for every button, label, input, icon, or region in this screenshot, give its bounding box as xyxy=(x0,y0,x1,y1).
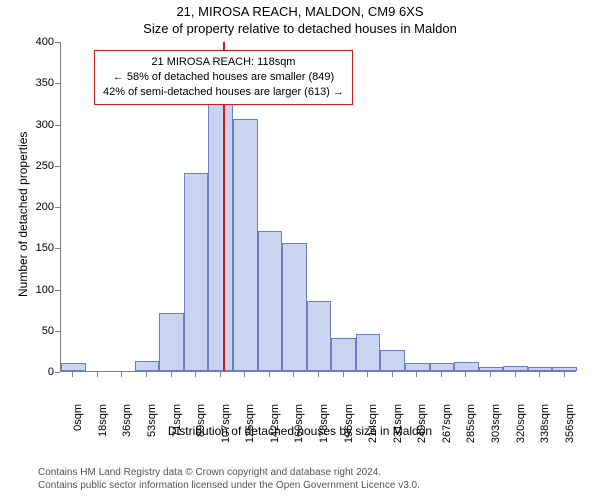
x-tick-label: 53sqm xyxy=(146,404,158,454)
y-tick-label: 200 xyxy=(26,201,54,213)
histogram-bar xyxy=(405,363,430,371)
y-tick-mark xyxy=(55,207,60,208)
y-tick-label: 150 xyxy=(26,242,54,254)
x-tick-label: 356sqm xyxy=(564,404,576,454)
x-tick-label: 89sqm xyxy=(195,404,207,454)
x-tick-label: 71sqm xyxy=(171,404,183,454)
histogram-bar xyxy=(331,338,356,371)
y-tick-mark xyxy=(55,166,60,167)
histogram-bar xyxy=(430,363,455,371)
y-axis-label: Number of detached properties xyxy=(16,132,30,297)
histogram-bar xyxy=(528,367,553,371)
y-tick-mark xyxy=(55,248,60,249)
x-tick-mark xyxy=(171,372,172,377)
x-tick-mark xyxy=(97,372,98,377)
y-tick-mark xyxy=(55,83,60,84)
annotation-box: 21 MIROSA REACH: 118sqm ← 58% of detache… xyxy=(94,50,353,105)
footer-text: Contains HM Land Registry data © Crown c… xyxy=(38,466,420,492)
x-tick-mark xyxy=(539,372,540,377)
x-tick-label: 107sqm xyxy=(220,404,232,454)
y-tick-mark xyxy=(55,290,60,291)
x-tick-label: 214sqm xyxy=(367,404,379,454)
annotation-line1: 21 MIROSA REACH: 118sqm xyxy=(103,55,344,70)
annotation-line3: 42% of semi-detached houses are larger (… xyxy=(103,85,344,100)
x-tick-mark xyxy=(465,372,466,377)
x-tick-mark xyxy=(490,372,491,377)
x-tick-label: 320sqm xyxy=(515,404,527,454)
page-title: 21, MIROSA REACH, MALDON, CM9 6XS xyxy=(0,4,600,19)
y-tick-label: 400 xyxy=(26,36,54,48)
histogram-bar xyxy=(135,361,160,371)
x-tick-mark xyxy=(441,372,442,377)
x-tick-label: 285sqm xyxy=(465,404,477,454)
page-subtitle: Size of property relative to detached ho… xyxy=(0,21,600,36)
histogram-bar xyxy=(454,362,479,371)
y-tick-mark xyxy=(55,372,60,373)
x-tick-label: 338sqm xyxy=(539,404,551,454)
histogram-bar xyxy=(258,231,283,371)
histogram-bar xyxy=(552,367,577,371)
x-tick-label: 0sqm xyxy=(72,404,84,454)
histogram-bar xyxy=(307,301,332,371)
x-tick-mark xyxy=(343,372,344,377)
histogram-bar xyxy=(380,350,405,371)
x-tick-mark xyxy=(244,372,245,377)
x-tick-mark xyxy=(392,372,393,377)
x-tick-mark xyxy=(367,372,368,377)
x-tick-mark xyxy=(220,372,221,377)
x-tick-mark xyxy=(293,372,294,377)
y-tick-label: 350 xyxy=(26,77,54,89)
histogram-bar xyxy=(479,367,504,371)
x-tick-mark xyxy=(416,372,417,377)
annotation-line2: ← 58% of detached houses are smaller (84… xyxy=(103,70,344,85)
histogram-bar xyxy=(159,313,184,371)
x-tick-label: 249sqm xyxy=(416,404,428,454)
x-tick-label: 125sqm xyxy=(244,404,256,454)
x-tick-label: 178sqm xyxy=(318,404,330,454)
histogram-bar xyxy=(356,334,381,371)
y-tick-label: 0 xyxy=(26,366,54,378)
x-tick-mark xyxy=(195,372,196,377)
x-tick-mark xyxy=(269,372,270,377)
y-tick-label: 100 xyxy=(26,284,54,296)
histogram-bar xyxy=(184,173,209,371)
x-tick-label: 18sqm xyxy=(97,404,109,454)
histogram-bar xyxy=(233,119,258,371)
x-tick-mark xyxy=(146,372,147,377)
y-tick-mark xyxy=(55,42,60,43)
footer-line1: Contains HM Land Registry data © Crown c… xyxy=(38,466,420,479)
x-tick-mark xyxy=(515,372,516,377)
x-tick-label: 142sqm xyxy=(269,404,281,454)
x-tick-label: 231sqm xyxy=(392,404,404,454)
x-tick-label: 303sqm xyxy=(490,404,502,454)
y-tick-label: 300 xyxy=(26,119,54,131)
x-tick-mark xyxy=(72,372,73,377)
y-tick-mark xyxy=(55,125,60,126)
histogram-bar xyxy=(208,95,233,371)
footer-line2: Contains public sector information licen… xyxy=(38,479,420,492)
histogram-bar xyxy=(503,366,528,371)
x-tick-mark xyxy=(121,372,122,377)
histogram-bar xyxy=(282,243,307,371)
y-tick-mark xyxy=(55,331,60,332)
histogram-bar xyxy=(61,363,86,371)
x-tick-label: 36sqm xyxy=(121,404,133,454)
x-tick-label: 267sqm xyxy=(441,404,453,454)
x-tick-label: 160sqm xyxy=(293,404,305,454)
y-tick-label: 50 xyxy=(26,325,54,337)
x-tick-mark xyxy=(564,372,565,377)
x-tick-label: 196sqm xyxy=(343,404,355,454)
y-tick-label: 250 xyxy=(26,160,54,172)
x-tick-mark xyxy=(318,372,319,377)
